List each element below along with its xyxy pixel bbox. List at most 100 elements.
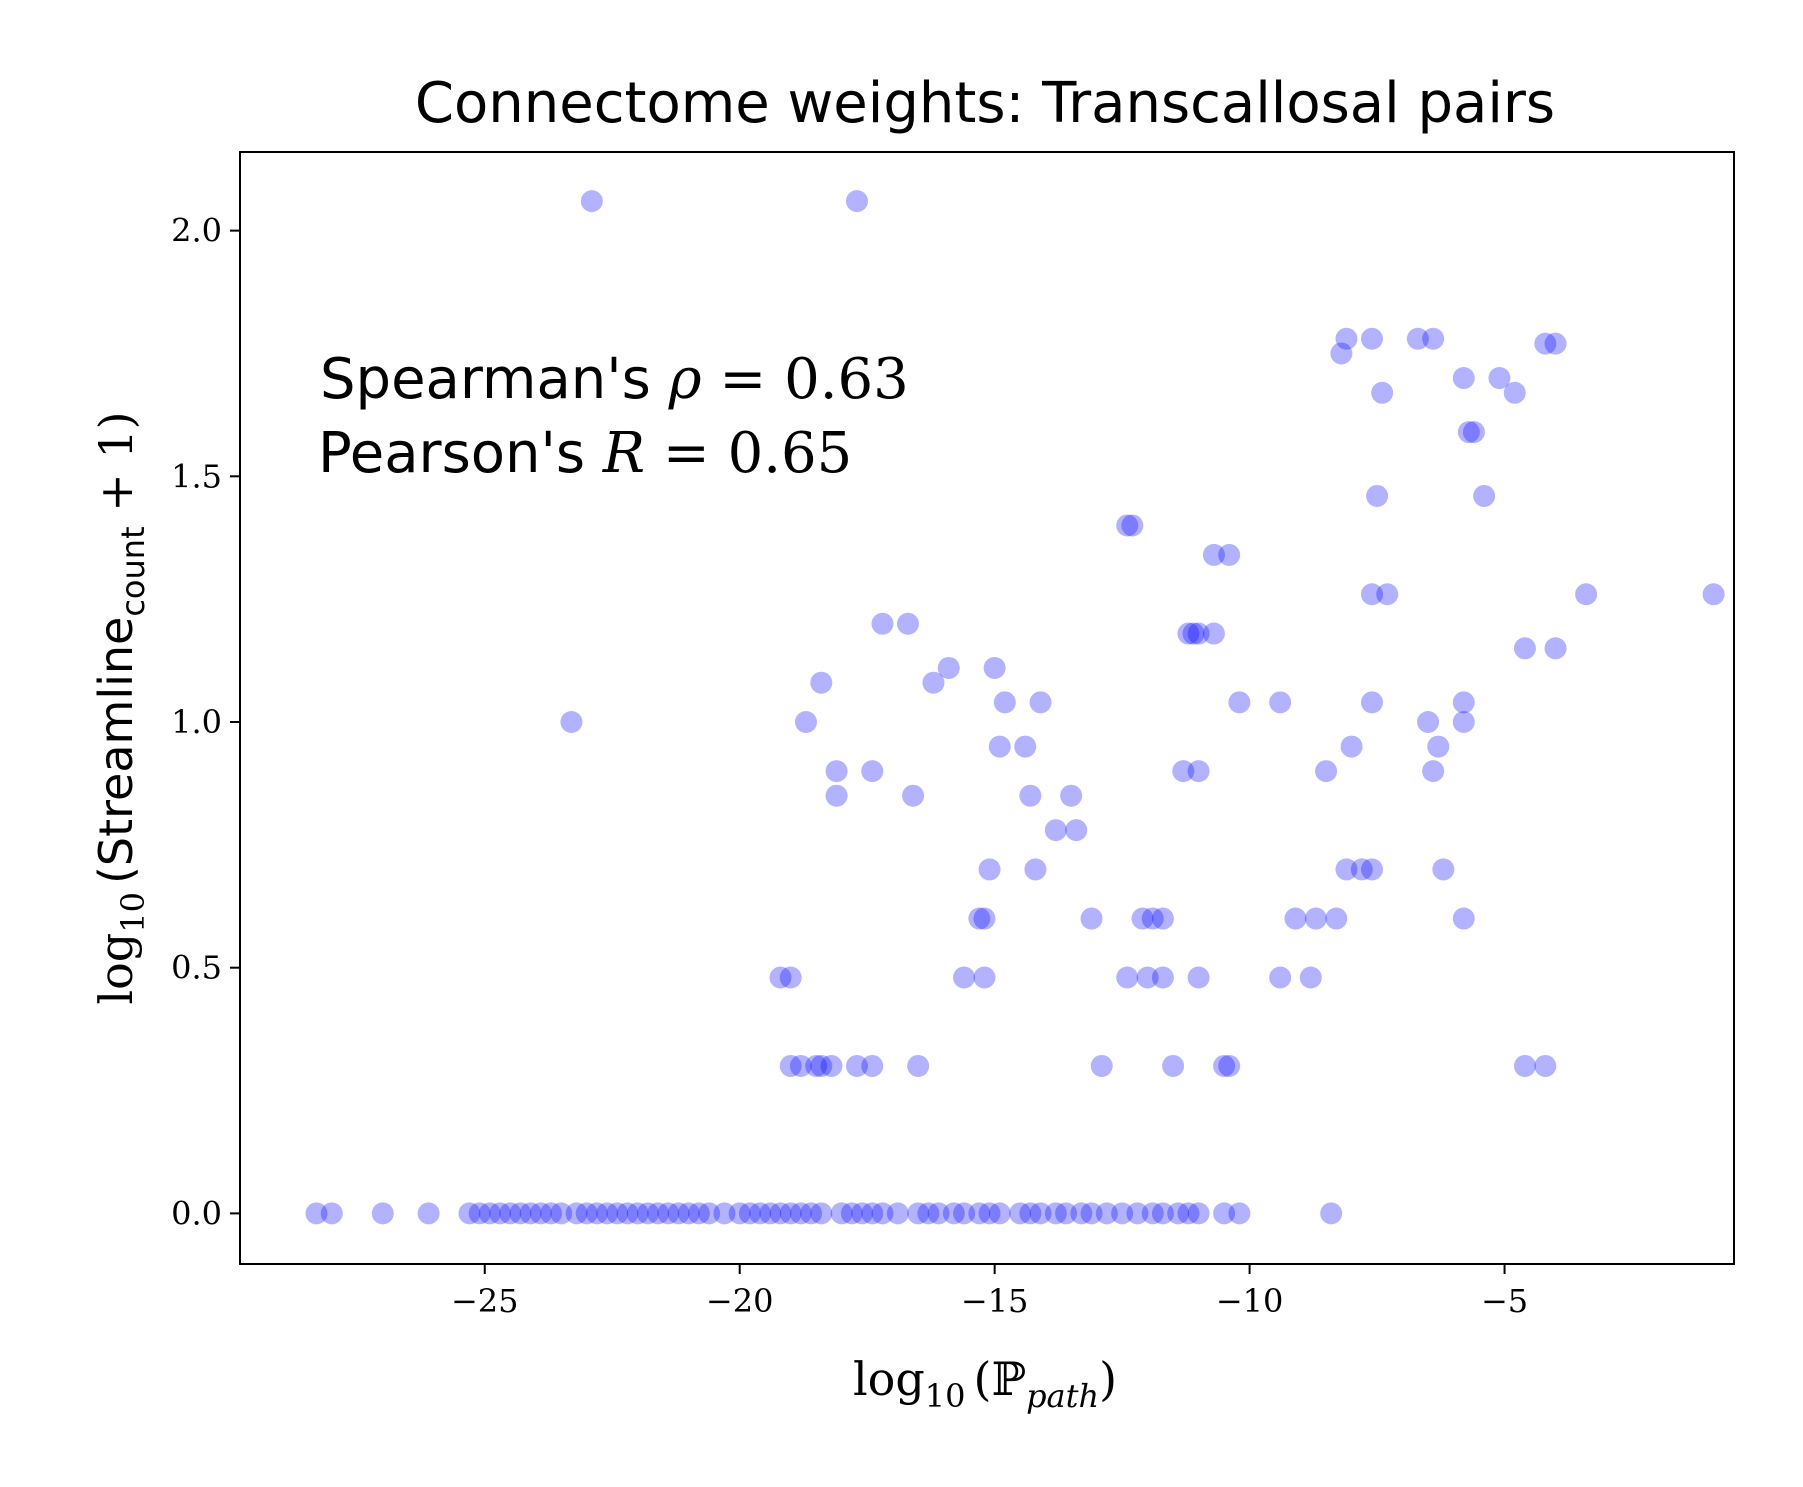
data-point (902, 784, 925, 807)
data-point (845, 190, 868, 213)
data-point (560, 711, 583, 734)
data-point (606, 1202, 629, 1225)
pearson-symbol: R (602, 421, 645, 486)
data-point (1452, 367, 1475, 390)
data-point (1366, 484, 1389, 507)
data-point (1151, 966, 1174, 989)
data-point (1360, 327, 1383, 350)
spearman-label: Spearman's (320, 347, 669, 412)
data-point (1513, 637, 1536, 660)
data-point (779, 1054, 802, 1077)
data-point (1330, 342, 1353, 365)
y-axis-label-log: log (89, 933, 143, 1005)
x-axis-label-body: (ℙ (974, 1352, 1027, 1406)
data-point (800, 1202, 823, 1225)
data-point (1162, 1054, 1185, 1077)
data-point (861, 760, 884, 783)
data-point (988, 735, 1011, 758)
data-point (942, 1202, 965, 1225)
data-point (1427, 735, 1450, 758)
data-point (1090, 1054, 1113, 1077)
data-point (1228, 1202, 1251, 1225)
y-axis-label-log-sub: 10 (114, 892, 152, 933)
data-point (937, 656, 960, 679)
x-axis-label-body-sub: path (1026, 1377, 1099, 1415)
data-point (1116, 514, 1139, 537)
data-point (550, 1202, 573, 1225)
data-point (886, 1202, 909, 1225)
data-point (1422, 760, 1445, 783)
data-point (794, 711, 817, 734)
x-axis-label-suffix: ) (1099, 1352, 1117, 1406)
data-point (1111, 1202, 1134, 1225)
data-point (1014, 735, 1037, 758)
y-tick-label: 0.5 (171, 949, 222, 987)
data-point (896, 612, 919, 635)
spearman-value: = 0.63 (702, 347, 909, 412)
data-point (458, 1202, 481, 1225)
data-point (1503, 381, 1526, 404)
data-point (575, 1202, 598, 1225)
data-point (871, 1202, 894, 1225)
data-point (769, 966, 792, 989)
data-point (596, 1202, 619, 1225)
data-point (1452, 907, 1475, 930)
spearman-annotation: Spearman's ρ = 0.63 (320, 347, 909, 412)
data-point (779, 966, 802, 989)
data-point (529, 1202, 552, 1225)
data-point (1213, 1202, 1236, 1225)
data-point (1029, 1202, 1052, 1225)
data-point (1126, 1202, 1149, 1225)
data-point (478, 1202, 501, 1225)
data-point (1024, 858, 1047, 881)
data-point (973, 907, 996, 930)
x-axis-label-log: log (853, 1352, 925, 1406)
plot-frame (239, 151, 1735, 1265)
data-point (1187, 622, 1210, 645)
data-point (779, 1202, 802, 1225)
data-point (830, 1202, 853, 1225)
data-point (713, 1202, 736, 1225)
data-point (1462, 421, 1485, 444)
data-point (810, 1202, 833, 1225)
data-point (1360, 583, 1383, 606)
data-point (687, 1202, 710, 1225)
data-point (1070, 1202, 1093, 1225)
data-point (1350, 858, 1373, 881)
data-point (1218, 543, 1241, 566)
data-point (565, 1202, 588, 1225)
data-point (983, 656, 1006, 679)
data-point (917, 1202, 940, 1225)
data-point (1009, 1202, 1032, 1225)
pearson-annotation: Pearson's R = 0.65 (318, 421, 852, 486)
data-point (749, 1202, 772, 1225)
data-point (1702, 583, 1725, 606)
x-tick-label: −15 (961, 1282, 1029, 1320)
x-tick-label: −5 (1481, 1282, 1528, 1320)
y-tick-label: 1.0 (171, 703, 222, 741)
y-axis-label-body-sub: count (114, 526, 152, 616)
data-point (468, 1202, 491, 1225)
data-point (861, 1202, 884, 1225)
data-point (968, 1202, 991, 1225)
data-point (489, 1202, 512, 1225)
data-point (1376, 583, 1399, 606)
data-point (1335, 327, 1358, 350)
data-point (973, 966, 996, 989)
data-point (1187, 760, 1210, 783)
data-point (698, 1202, 721, 1225)
data-point (1116, 966, 1139, 989)
x-tick-label: −20 (706, 1282, 774, 1320)
data-point (616, 1202, 639, 1225)
data-point (1406, 327, 1429, 350)
data-point (1457, 421, 1480, 444)
data-point (978, 1202, 1001, 1225)
data-point (1044, 819, 1067, 842)
data-point (1360, 691, 1383, 714)
data-point (519, 1202, 542, 1225)
data-point (636, 1202, 659, 1225)
data-point (1151, 907, 1174, 930)
data-point (1304, 907, 1327, 930)
data-point (1136, 966, 1159, 989)
